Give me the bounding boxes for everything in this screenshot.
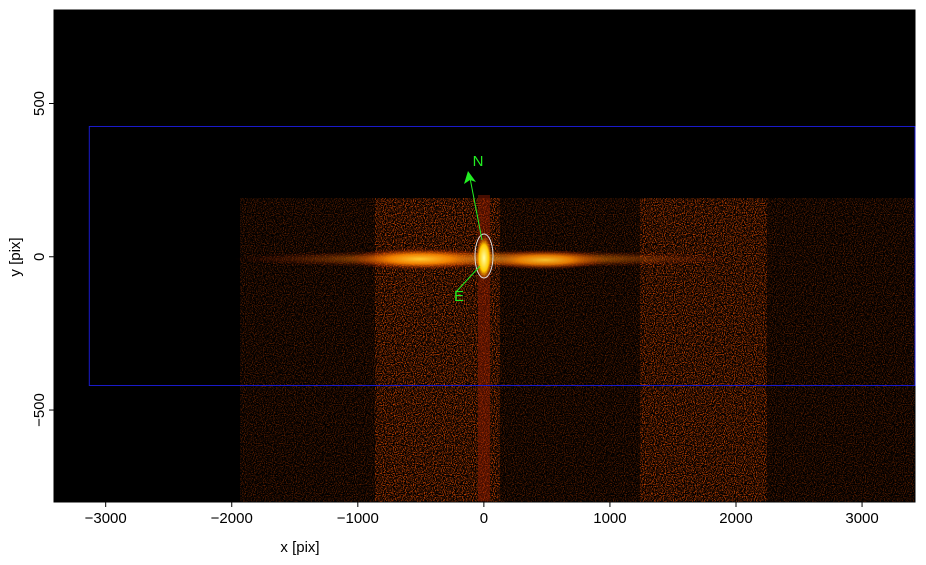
compass — [455, 171, 483, 293]
x-axis-label: x [pix] — [280, 539, 319, 556]
y-tick-label: 0 — [31, 253, 48, 261]
x-tick-label: −2000 — [211, 510, 253, 527]
x-tick-label: −1000 — [337, 510, 379, 527]
region-box — [88, 125, 916, 387]
x-tick-label: 2000 — [719, 510, 752, 527]
y-tick-label: 500 — [31, 91, 48, 116]
x-tick-label: −3000 — [85, 510, 127, 527]
y-axis-label: y [pix] — [7, 237, 24, 276]
y-tick-label: −500 — [31, 393, 48, 427]
x-tick-label: 3000 — [845, 510, 878, 527]
sky-image — [54, 10, 915, 502]
x-tick-label: 0 — [480, 510, 488, 527]
compass-label: E — [454, 288, 464, 305]
compass-label: N — [473, 153, 484, 170]
x-tick-label: 1000 — [593, 510, 626, 527]
